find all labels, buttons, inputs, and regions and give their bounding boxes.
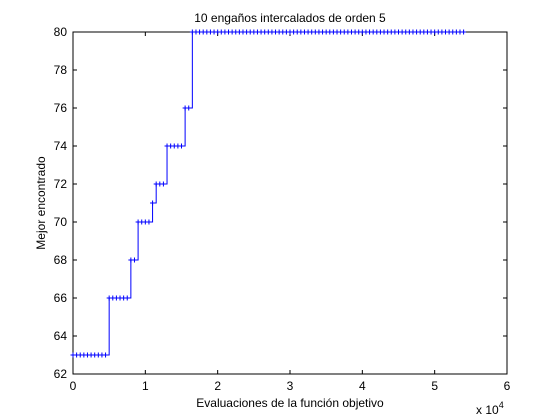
x-tick-label: 6 — [504, 379, 511, 393]
y-tick-label: 64 — [54, 329, 68, 343]
x-axis-label: Evaluaciones de la función objetivo — [196, 396, 384, 410]
y-tick-label: 72 — [54, 177, 68, 191]
y-axis-label: Mejor encontrado — [34, 156, 48, 250]
x-axis-multiplier-base: x 10 — [476, 403, 499, 417]
plot-area — [73, 32, 507, 374]
y-tick-label: 80 — [54, 25, 68, 39]
y-tick-label: 70 — [54, 215, 68, 229]
x-tick-label: 3 — [287, 379, 294, 393]
y-tick-label: 74 — [54, 139, 68, 153]
x-tick-label: 0 — [70, 379, 77, 393]
y-tick-label: 78 — [54, 63, 68, 77]
x-axis-multiplier-exponent: 4 — [499, 400, 504, 410]
y-tick-label: 62 — [54, 367, 68, 381]
x-tick-label: 5 — [431, 379, 438, 393]
chart-title: 10 engaños intercalados de orden 5 — [194, 11, 386, 25]
x-tick-label: 2 — [214, 379, 221, 393]
y-tick-label: 68 — [54, 253, 68, 267]
x-tick-label: 4 — [359, 379, 366, 393]
y-tick-label: 66 — [54, 291, 68, 305]
x-tick-label: 1 — [142, 379, 149, 393]
y-tick-label: 76 — [54, 101, 68, 115]
